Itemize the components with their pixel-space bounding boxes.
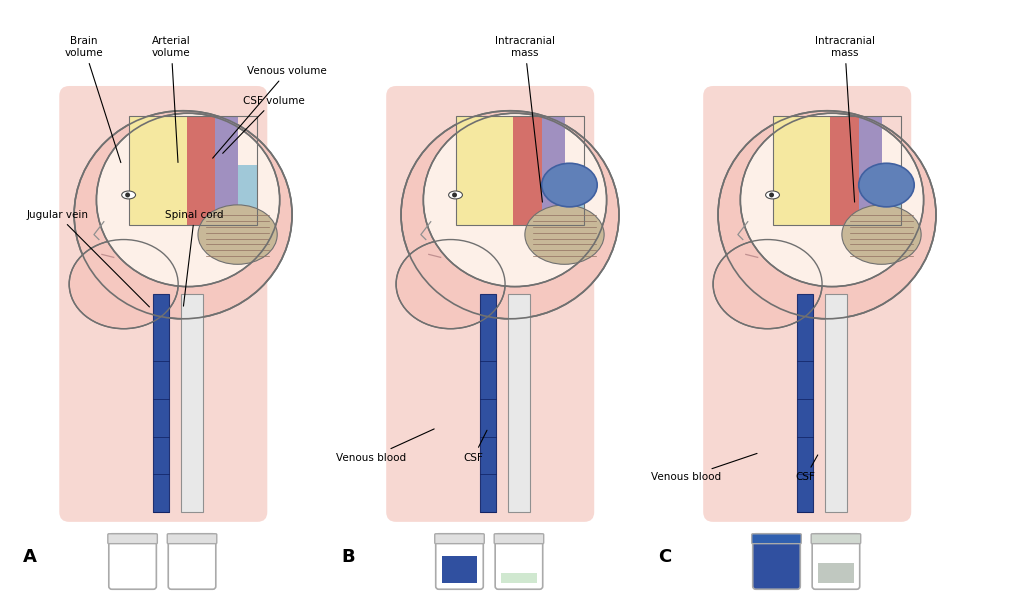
Ellipse shape	[396, 239, 505, 328]
Bar	[129, 116, 257, 225]
Ellipse shape	[74, 110, 292, 319]
Bar	[882, 165, 901, 225]
Ellipse shape	[423, 113, 606, 286]
Text: Arterial
volume: Arterial volume	[152, 36, 190, 163]
Bar	[181, 294, 203, 512]
Bar	[480, 294, 497, 512]
Ellipse shape	[758, 116, 916, 254]
Bar	[825, 294, 847, 512]
Bar	[772, 116, 830, 225]
Text: Spinal cord: Spinal cord	[165, 210, 224, 306]
FancyBboxPatch shape	[436, 534, 483, 589]
Bar	[456, 116, 585, 225]
FancyBboxPatch shape	[495, 534, 544, 544]
Text: C: C	[658, 548, 672, 567]
Bar	[456, 116, 513, 225]
Ellipse shape	[718, 110, 936, 319]
Text: Jugular vein: Jugular vein	[27, 210, 150, 307]
FancyBboxPatch shape	[168, 534, 216, 589]
Ellipse shape	[449, 191, 463, 199]
FancyBboxPatch shape	[812, 534, 860, 589]
Text: Venous blood: Venous blood	[336, 429, 434, 463]
Circle shape	[452, 192, 457, 197]
Ellipse shape	[70, 239, 178, 328]
Ellipse shape	[440, 116, 599, 254]
Ellipse shape	[198, 205, 278, 264]
Text: Intracranial
mass: Intracranial mass	[495, 36, 555, 202]
Bar	[239, 165, 257, 225]
Ellipse shape	[740, 113, 924, 286]
Text: Venous blood: Venous blood	[651, 453, 757, 482]
Text: B: B	[342, 548, 355, 567]
Bar	[830, 116, 859, 225]
Ellipse shape	[96, 113, 280, 286]
Bar	[542, 116, 565, 225]
Text: CSF: CSF	[796, 455, 818, 482]
Bar	[501, 573, 537, 583]
Bar	[508, 294, 529, 512]
Bar	[186, 116, 215, 225]
Text: Brain
volume: Brain volume	[65, 36, 121, 163]
FancyBboxPatch shape	[386, 86, 594, 522]
Ellipse shape	[114, 116, 272, 254]
Ellipse shape	[525, 205, 604, 264]
FancyBboxPatch shape	[811, 534, 861, 544]
FancyBboxPatch shape	[753, 534, 801, 589]
Bar	[798, 294, 813, 512]
FancyBboxPatch shape	[496, 534, 543, 589]
Ellipse shape	[122, 191, 135, 199]
Bar	[772, 116, 901, 225]
Text: A: A	[23, 548, 37, 567]
FancyBboxPatch shape	[108, 534, 158, 544]
Ellipse shape	[859, 163, 914, 207]
Bar	[441, 555, 477, 583]
FancyBboxPatch shape	[59, 86, 267, 522]
Circle shape	[125, 192, 130, 197]
Ellipse shape	[401, 110, 618, 319]
FancyBboxPatch shape	[167, 534, 217, 544]
Text: Venous volume: Venous volume	[213, 66, 328, 158]
Circle shape	[769, 192, 774, 197]
Ellipse shape	[842, 205, 922, 264]
Ellipse shape	[713, 239, 822, 328]
Bar	[215, 116, 239, 225]
Text: CSF: CSF	[464, 430, 487, 463]
Bar	[859, 116, 882, 225]
Ellipse shape	[766, 191, 779, 199]
Bar	[154, 294, 169, 512]
Bar	[513, 116, 542, 225]
Ellipse shape	[542, 163, 597, 207]
FancyBboxPatch shape	[109, 534, 157, 589]
FancyBboxPatch shape	[703, 86, 911, 522]
Bar	[129, 116, 186, 225]
Text: CSF volume: CSF volume	[222, 96, 304, 153]
FancyBboxPatch shape	[752, 534, 801, 544]
FancyBboxPatch shape	[435, 534, 484, 544]
Text: Intracranial
mass: Intracranial mass	[815, 36, 874, 202]
Bar	[818, 564, 854, 583]
Bar	[565, 165, 585, 225]
